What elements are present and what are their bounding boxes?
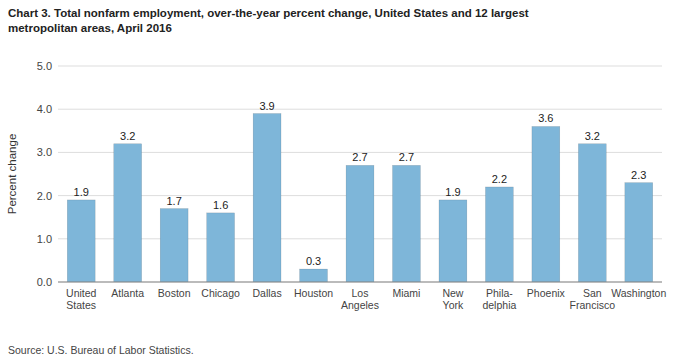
x-tick-label: SanFrancisco	[570, 287, 616, 311]
bar	[300, 269, 328, 282]
chart: Chart 3. Total nonfarm employment, over-…	[0, 0, 673, 362]
bar	[578, 144, 606, 282]
bar	[346, 165, 374, 282]
bar	[253, 114, 281, 282]
bar	[625, 183, 653, 282]
x-tick-label: Houston	[294, 287, 333, 299]
data-label: 3.6	[538, 112, 553, 124]
grid	[58, 66, 662, 282]
y-tick-label: 2.0	[37, 190, 52, 202]
data-label: 2.7	[352, 151, 367, 163]
data-label: 3.9	[259, 100, 274, 112]
x-tick-label: Chicago	[201, 287, 240, 299]
x-tick-label: LosAngeles	[341, 287, 379, 311]
x-tick-label: Phila-delphia	[482, 287, 516, 311]
x-tick-label: Dallas	[252, 287, 281, 299]
x-tick-label: Phoenix	[527, 287, 566, 299]
bar	[207, 213, 235, 282]
x-tick-label: UnitedStates	[66, 287, 97, 311]
grid-line	[58, 66, 662, 67]
x-tick-label: Washington	[611, 287, 666, 299]
y-tick-label: 5.0	[37, 60, 52, 72]
y-axis-label: Percent change	[6, 134, 18, 215]
data-label: 3.2	[585, 130, 600, 142]
bar	[439, 200, 467, 282]
data-label: 1.9	[74, 186, 89, 198]
data-label: 1.9	[445, 186, 460, 198]
x-tick-label: Boston	[158, 287, 191, 299]
bar	[532, 126, 560, 282]
bar	[393, 165, 421, 282]
grid-line	[58, 282, 662, 283]
grid-line	[58, 109, 662, 110]
bar	[114, 144, 142, 282]
y-tick-label: 1.0	[37, 233, 52, 245]
y-tick-label: 3.0	[37, 146, 52, 158]
data-label: 0.3	[306, 255, 321, 267]
bar	[67, 200, 95, 282]
x-axis-line	[58, 282, 662, 283]
x-tick-label: Miami	[392, 287, 420, 299]
bar	[160, 209, 188, 282]
y-tick-label: 0.0	[37, 276, 52, 288]
data-label: 1.7	[167, 195, 182, 207]
data-label: 3.2	[120, 130, 135, 142]
data-label: 2.2	[492, 173, 507, 185]
x-tick-label: Atlanta	[111, 287, 144, 299]
data-label: 1.6	[213, 199, 228, 211]
title: Chart 3. Total nonfarm employment, over-…	[8, 7, 529, 34]
bars	[67, 114, 652, 282]
bar	[485, 187, 513, 282]
data-label: 2.3	[631, 169, 646, 181]
y-tick-label: 4.0	[37, 103, 52, 115]
source-note: Source: U.S. Bureau of Labor Statistics.	[8, 344, 194, 356]
x-tick-label: NewYork	[442, 287, 464, 311]
data-label: 2.7	[399, 151, 414, 163]
